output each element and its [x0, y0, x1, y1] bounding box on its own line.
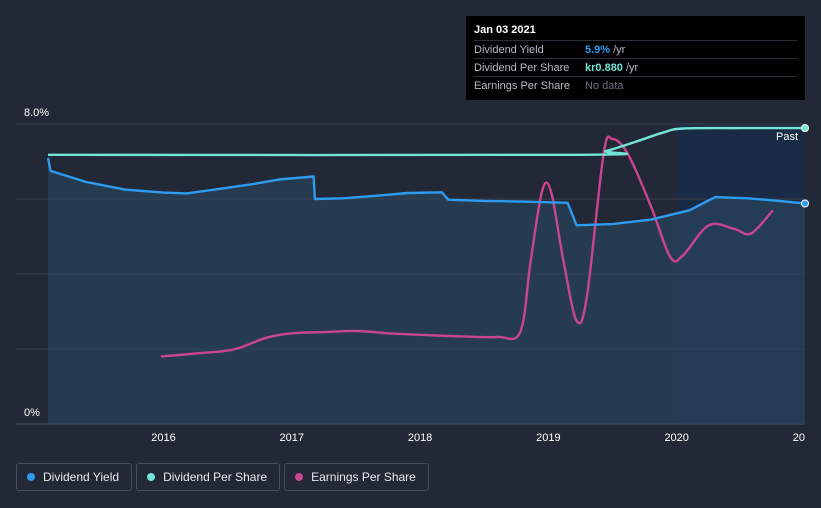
tooltip-value: kr0.880 [585, 61, 623, 74]
legend-label: Dividend Per Share [163, 470, 268, 484]
earnings-per-share-line [160, 135, 774, 358]
legend-item-dividend-per-share[interactable]: Dividend Per Share [136, 463, 281, 491]
tooltip-row-earnings-per-share: Earnings Per Share No data [474, 76, 797, 94]
dividend-per-share-line [47, 126, 805, 157]
tooltip-label: Earnings Per Share [474, 79, 570, 92]
y-axis-min-label: 0% [24, 407, 40, 419]
legend-item-dividend-yield[interactable]: Dividend Yield [16, 463, 133, 491]
x-tick-label: 20 [793, 432, 805, 444]
tooltip-row-dividend-yield: Dividend Yield 5.9% /yr [474, 40, 797, 58]
tooltip-label: Dividend Yield [474, 43, 544, 56]
x-axis-ticks: 2016 2017 2018 2019 2020 20 [151, 432, 805, 444]
dividend-yield-line [46, 157, 806, 227]
tooltip-unit: /yr [613, 43, 626, 56]
x-tick-label: 2016 [151, 432, 175, 444]
legend-item-earnings-per-share[interactable]: Earnings Per Share [284, 463, 429, 491]
legend: Dividend Yield Dividend Per Share Earnin… [16, 463, 429, 491]
legend-dot-icon [295, 473, 304, 481]
legend-dot-icon [27, 473, 35, 481]
legend-label: Earnings Per Share [311, 470, 416, 484]
dividend-per-share-end-marker[interactable] [801, 124, 809, 133]
legend-label: Dividend Yield [43, 470, 120, 484]
legend-dot-icon [147, 473, 156, 481]
x-tick-label: 2017 [280, 432, 304, 444]
tooltip-date: Jan 03 2021 [474, 24, 536, 36]
x-tick-label: 2019 [536, 432, 560, 444]
tooltip-value: 5.9% [585, 43, 611, 56]
past-label: Past [776, 131, 798, 143]
x-tick-label: 2018 [408, 432, 432, 444]
tooltip-row-dividend-per-share: Dividend Per Share kr0.880 /yr [474, 58, 797, 76]
y-axis-max-label: 8.0% [24, 107, 49, 119]
tooltip-unit: /yr [625, 61, 639, 74]
dividend-yield-end-marker[interactable] [801, 199, 809, 208]
tooltip: Jan 03 2021 Dividend Yield 5.9% /yr Divi… [466, 16, 805, 100]
tooltip-label: Dividend Per Share [474, 61, 570, 74]
x-tick-label: 2020 [664, 432, 688, 444]
tooltip-value: No data [585, 79, 624, 92]
